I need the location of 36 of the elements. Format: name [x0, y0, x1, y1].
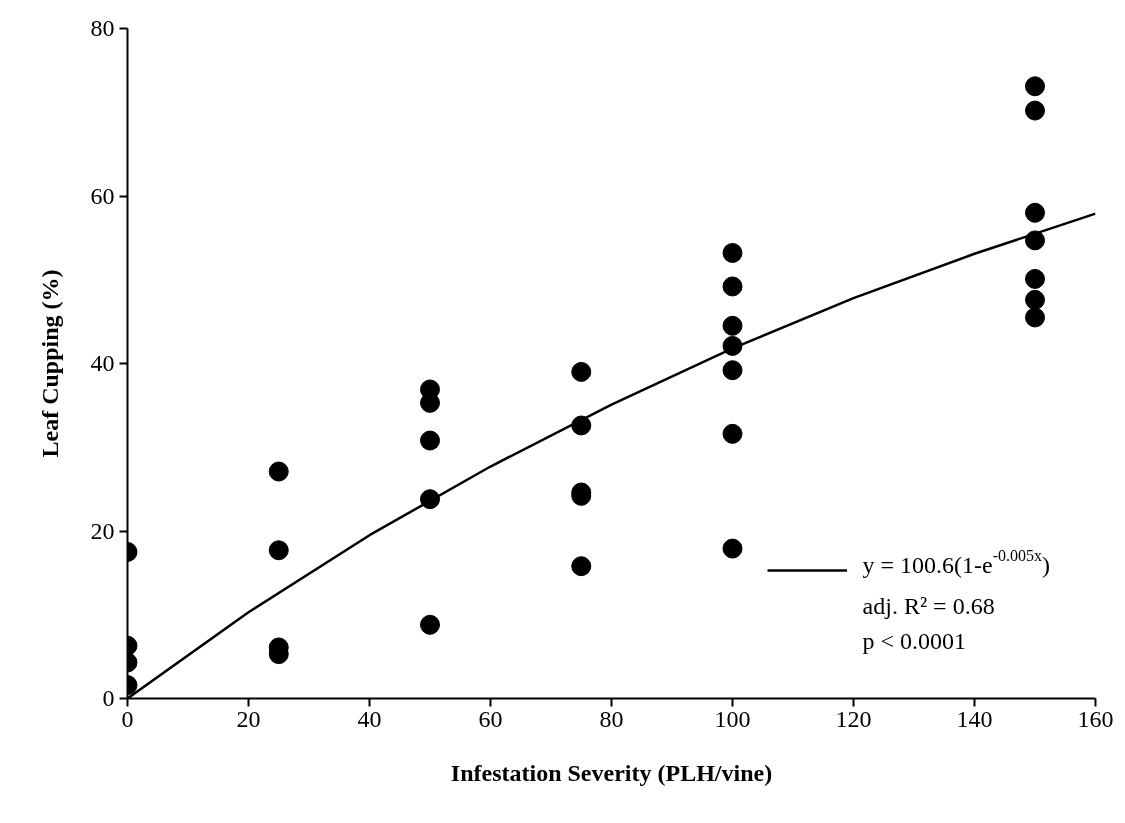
x-tick-label: 80 — [599, 705, 624, 732]
y-axis-title: Leaf Cupping (%) — [36, 269, 63, 458]
point — [420, 430, 440, 451]
x-tick-label: 60 — [478, 705, 503, 732]
x-tick-label: 40 — [357, 705, 382, 732]
y-tick-label: 0 — [102, 685, 115, 711]
y-tick-label: 80 — [90, 15, 115, 41]
point — [722, 242, 743, 263]
x-axis-title: Infestation Severity (PLH/vine) — [450, 759, 773, 786]
point — [1025, 268, 1045, 289]
point — [722, 360, 743, 381]
point — [1025, 289, 1045, 310]
point — [1025, 202, 1045, 223]
point — [1025, 76, 1045, 97]
point — [722, 276, 743, 297]
point — [268, 540, 289, 561]
point — [571, 556, 592, 577]
point — [722, 315, 743, 336]
point — [722, 538, 743, 559]
x-tick-label: 100 — [714, 705, 751, 732]
x-tick-label: 140 — [956, 705, 993, 732]
y-tick-label: 40 — [90, 350, 115, 376]
x-tick-label: 0 — [121, 705, 134, 732]
x-tick-label: 160 — [1077, 705, 1114, 732]
point — [268, 461, 289, 482]
x-tick-label: 20 — [236, 705, 261, 732]
point — [1025, 307, 1045, 328]
annotation: p < 0.0001 — [862, 627, 967, 654]
y-tick-label: 60 — [90, 182, 115, 209]
x-tick-label: 120 — [835, 705, 872, 732]
point — [571, 361, 592, 382]
point — [1025, 100, 1045, 121]
annotation: adj. R² = 0.68 — [862, 592, 995, 619]
point — [420, 614, 440, 635]
y-tick-label: 20 — [90, 517, 115, 544]
point — [722, 423, 743, 444]
